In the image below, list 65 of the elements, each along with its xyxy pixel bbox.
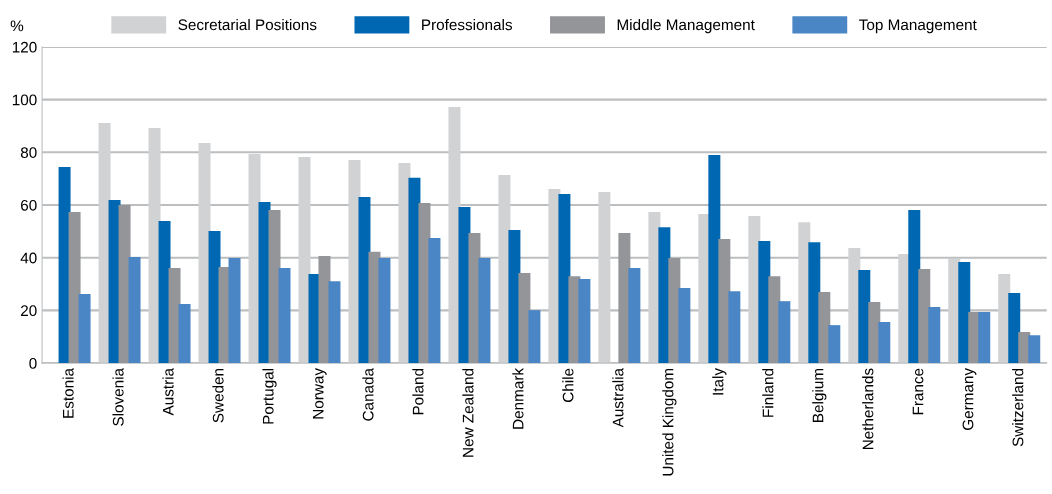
legend-label: Secretarial Positions bbox=[178, 18, 317, 31]
bar bbox=[428, 237, 441, 364]
bar bbox=[448, 107, 461, 364]
bar bbox=[558, 193, 571, 364]
bar bbox=[778, 301, 791, 364]
legend-label: Professionals bbox=[422, 18, 513, 31]
x-tick-label: Canada bbox=[362, 367, 374, 421]
bar bbox=[228, 257, 241, 364]
x-tick-label: Australia bbox=[612, 367, 624, 428]
legend-label: Top Management bbox=[859, 19, 977, 34]
bar bbox=[1028, 335, 1041, 364]
bar bbox=[198, 143, 211, 364]
x-tick-label: New Zealand bbox=[462, 368, 474, 457]
y-tick-label: 20 bbox=[21, 305, 37, 317]
y-tick-label: 40 bbox=[20, 252, 37, 264]
x-tick-label: France bbox=[912, 368, 924, 415]
bar bbox=[598, 192, 611, 364]
x-tick-label: Estonia bbox=[62, 367, 74, 418]
x-tick-label: Italy bbox=[712, 367, 727, 395]
bar bbox=[928, 306, 941, 364]
x-tick-label: United Kingdom bbox=[662, 368, 677, 476]
x-tick-label: Austria bbox=[162, 367, 174, 416]
x-tick-label: Finland bbox=[762, 368, 774, 417]
bar bbox=[1008, 293, 1021, 364]
bar bbox=[528, 310, 541, 364]
bar bbox=[68, 212, 81, 364]
y-tick-label: 120 bbox=[12, 41, 37, 53]
x-tick-label: Poland bbox=[412, 368, 424, 415]
bar bbox=[278, 267, 291, 364]
x-tick-label: Norway bbox=[312, 367, 327, 419]
y-tick-label: 0 bbox=[29, 357, 37, 369]
bar bbox=[918, 269, 931, 364]
x-tick-label: Slovenia bbox=[112, 367, 124, 426]
bar bbox=[828, 325, 841, 364]
x-tick-label: Germany bbox=[962, 367, 977, 431]
y-tick-label: 80 bbox=[20, 147, 37, 158]
bar bbox=[678, 288, 691, 364]
y-axis-title: % bbox=[10, 20, 24, 32]
bar bbox=[718, 239, 731, 364]
x-tick-label: Sweden bbox=[212, 368, 224, 423]
bar bbox=[808, 242, 821, 364]
bar bbox=[878, 321, 891, 364]
bar bbox=[298, 157, 311, 364]
y-tick-label: 60 bbox=[21, 199, 37, 211]
bar bbox=[728, 291, 741, 364]
x-tick-label: Belgium bbox=[812, 368, 827, 422]
bar bbox=[978, 311, 991, 364]
x-tick-label: Netherlands bbox=[862, 368, 874, 450]
x-tick-label: Chile bbox=[562, 368, 574, 402]
bar bbox=[128, 256, 141, 364]
bar bbox=[818, 291, 831, 364]
legend-label: Middle Management bbox=[617, 18, 755, 34]
bar bbox=[958, 261, 971, 364]
x-tick-label: Portugal bbox=[262, 368, 277, 424]
bar bbox=[478, 257, 491, 364]
bar bbox=[578, 279, 591, 364]
bar bbox=[708, 154, 721, 364]
bar bbox=[328, 281, 341, 364]
bar bbox=[178, 304, 191, 364]
x-tick-label: Switzerland bbox=[1012, 368, 1024, 447]
bar bbox=[78, 294, 91, 364]
bar bbox=[378, 257, 391, 364]
y-tick-label: 100 bbox=[12, 94, 37, 106]
x-tick-label: Denmark bbox=[512, 367, 524, 429]
bar bbox=[628, 267, 641, 364]
